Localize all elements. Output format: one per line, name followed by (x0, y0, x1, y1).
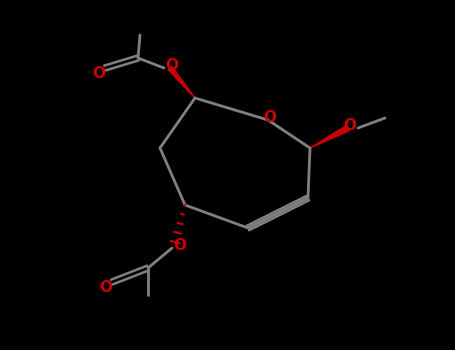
Text: O: O (344, 118, 357, 133)
Text: O: O (173, 238, 187, 252)
Text: O: O (100, 280, 112, 294)
Text: O: O (92, 65, 106, 80)
Text: O: O (263, 111, 277, 126)
Polygon shape (310, 125, 349, 148)
Polygon shape (168, 66, 195, 98)
Text: O: O (166, 58, 178, 74)
